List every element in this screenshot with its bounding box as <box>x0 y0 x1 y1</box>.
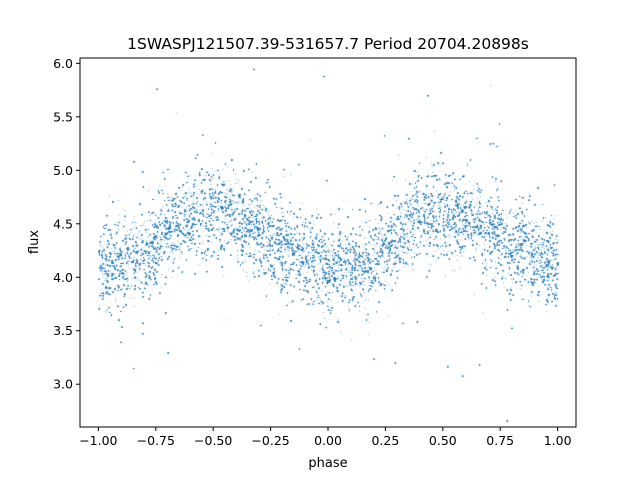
y-tick-label: 3.0 <box>53 377 73 392</box>
x-tick-label: 0.75 <box>486 433 514 448</box>
x-tick-label: −1.00 <box>79 433 117 448</box>
x-tick-label: −0.50 <box>194 433 232 448</box>
data-points <box>80 58 576 427</box>
x-tick-label: 0.50 <box>429 433 457 448</box>
x-tick-label: 1.00 <box>544 433 572 448</box>
y-axis: 3.0 3.5 4.0 4.5 5.0 5.5 6.0 <box>53 56 80 392</box>
y-tick-label: 6.0 <box>53 56 73 71</box>
y-tick-label: 5.0 <box>53 163 73 178</box>
y-axis-label: flux <box>27 230 42 254</box>
y-tick-label: 3.5 <box>53 323 73 338</box>
x-axis-label: phase <box>308 456 347 471</box>
chart-title: 1SWASPJ121507.39-531657.7 Period 20704.2… <box>127 35 529 53</box>
y-tick-label: 4.5 <box>53 216 73 231</box>
y-tick-label: 5.5 <box>53 109 73 124</box>
y-tick-label: 4.0 <box>53 270 73 285</box>
x-axis: −1.00 −0.75 −0.50 −0.25 0.00 0.25 0.50 0.75 1.00 <box>79 427 572 448</box>
x-tick-label: 0.25 <box>371 433 399 448</box>
x-tick-label: −0.25 <box>251 433 289 448</box>
x-tick-label: −0.75 <box>137 433 175 448</box>
x-tick-label: 0.00 <box>314 433 342 448</box>
